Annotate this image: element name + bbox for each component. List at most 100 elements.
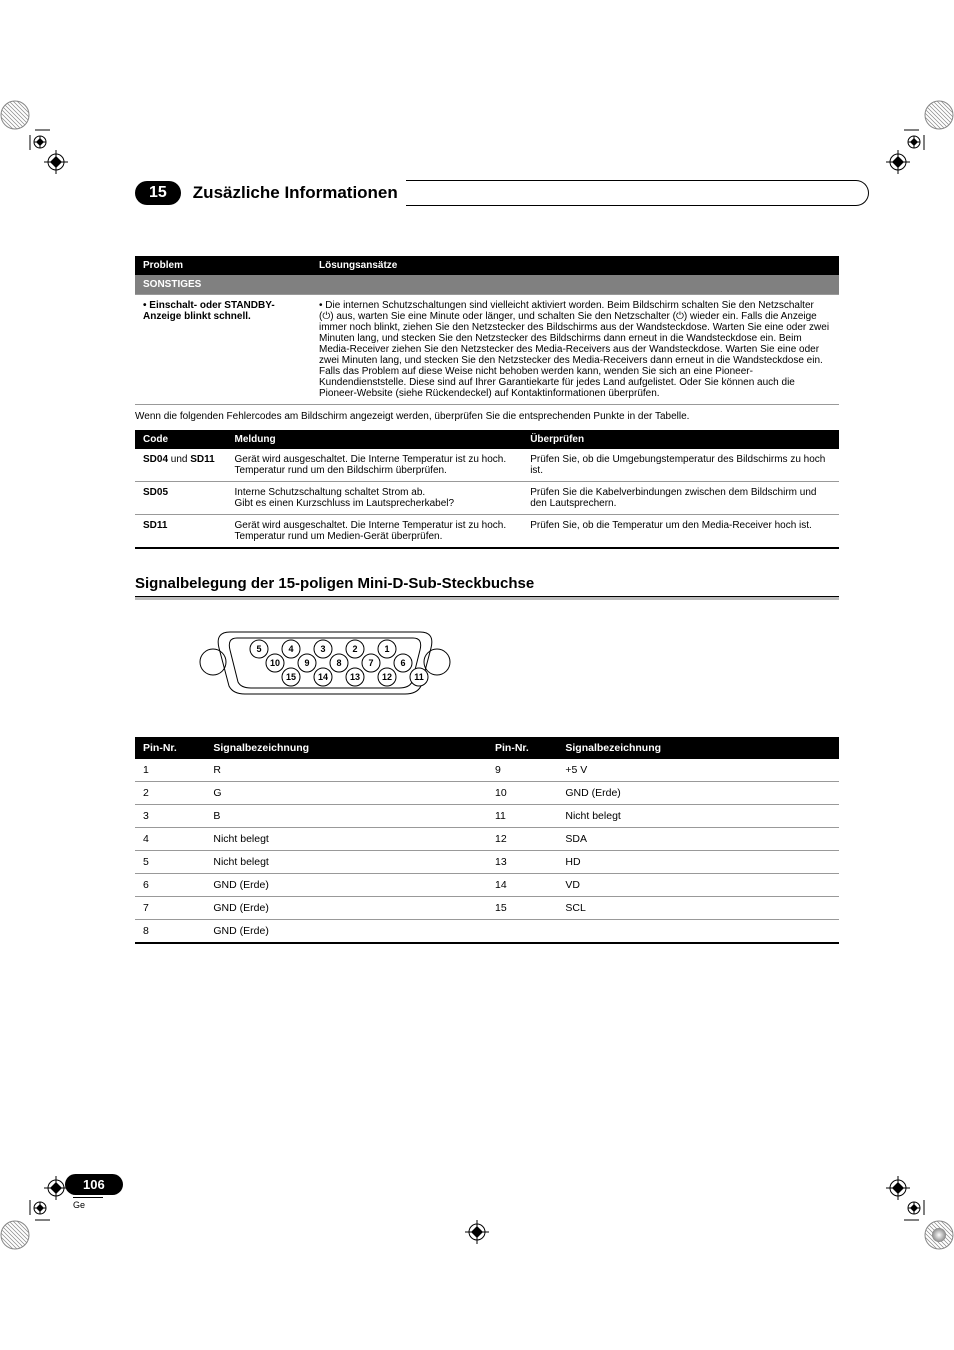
lang-code: Ge bbox=[73, 1197, 103, 1210]
code-cell: SD04 und SD11 bbox=[135, 449, 227, 482]
table-row: 2G10GND (Erde) bbox=[135, 782, 839, 805]
svg-text:11: 11 bbox=[414, 672, 424, 682]
connector-diagram: 5 4 3 2 1 10 9 8 7 6 15 14 13 12 11 bbox=[195, 620, 839, 709]
svg-text:2: 2 bbox=[352, 644, 357, 654]
reg-mark bbox=[886, 150, 910, 174]
chapter-number: 15 bbox=[135, 181, 181, 205]
chapter-header: 15 Zusäzliche Informationen bbox=[135, 180, 869, 206]
signal-cell: Nicht belegt bbox=[205, 828, 487, 851]
pin-cell: 8 bbox=[135, 920, 205, 944]
table-row: 4Nicht belegt12SDA bbox=[135, 828, 839, 851]
msg-cell: Gerät wird ausgeschaltet. Die Interne Te… bbox=[227, 515, 523, 549]
crop-mark-bl bbox=[0, 1200, 50, 1250]
reg-mark bbox=[886, 1176, 910, 1200]
svg-text:14: 14 bbox=[318, 672, 328, 682]
table-row: SD11Gerät wird ausgeschaltet. Die Intern… bbox=[135, 515, 839, 549]
table-row: • Einschalt- oder STANDBY-Anzeige blinkt… bbox=[135, 295, 839, 405]
signal-cell: Nicht belegt bbox=[205, 851, 487, 874]
signal-cell: +5 V bbox=[557, 759, 839, 782]
th-msg: Meldung bbox=[227, 430, 523, 449]
crop-mark-tl bbox=[0, 100, 50, 150]
pin-cell: 5 bbox=[135, 851, 205, 874]
th-solution: Lösungsansätze bbox=[311, 256, 839, 275]
table-row: 7GND (Erde)15SCL bbox=[135, 897, 839, 920]
crop-mark-br bbox=[904, 1200, 954, 1250]
table-row: SD04 und SD11Gerät wird ausgeschaltet. D… bbox=[135, 449, 839, 482]
svg-text:5: 5 bbox=[256, 644, 261, 654]
signal-cell: VD bbox=[557, 874, 839, 897]
code-cell: SD11 bbox=[135, 515, 227, 549]
crop-mark-tr bbox=[904, 100, 954, 150]
pin-cell: 14 bbox=[487, 874, 557, 897]
signal-cell: G bbox=[205, 782, 487, 805]
svg-text:10: 10 bbox=[270, 658, 280, 668]
table-row: SD05Interne Schutzschaltung schaltet Str… bbox=[135, 482, 839, 515]
signal-cell: SDA bbox=[557, 828, 839, 851]
svg-text:3: 3 bbox=[320, 644, 325, 654]
signal-cell: GND (Erde) bbox=[557, 782, 839, 805]
pin-cell: 2 bbox=[135, 782, 205, 805]
pin-cell: 9 bbox=[487, 759, 557, 782]
signal-cell: GND (Erde) bbox=[205, 897, 487, 920]
note-text: Wenn die folgenden Fehlercodes am Bildsc… bbox=[135, 411, 839, 422]
table-row: 3B11Nicht belegt bbox=[135, 805, 839, 828]
pin-cell: 7 bbox=[135, 897, 205, 920]
pin-table: Pin-Nr. Signalbezeichnung Pin-Nr. Signal… bbox=[135, 737, 839, 944]
th-pin-r: Pin-Nr. bbox=[487, 737, 557, 759]
svg-text:6: 6 bbox=[400, 658, 405, 668]
pin-cell: 11 bbox=[487, 805, 557, 828]
th-code: Code bbox=[135, 430, 227, 449]
svg-text:4: 4 bbox=[288, 644, 293, 654]
check-cell: Prüfen Sie, ob die Umgebungstemperatur d… bbox=[522, 449, 839, 482]
svg-text:7: 7 bbox=[368, 658, 373, 668]
svg-text:15: 15 bbox=[286, 672, 296, 682]
th-check: Überprüfen bbox=[522, 430, 839, 449]
pin-cell: 3 bbox=[135, 805, 205, 828]
pin-cell: 1 bbox=[135, 759, 205, 782]
table-row: 6GND (Erde)14VD bbox=[135, 874, 839, 897]
signal-cell: B bbox=[205, 805, 487, 828]
msg-cell: Gerät wird ausgeschaltet. Die Interne Te… bbox=[227, 449, 523, 482]
table-row: 8GND (Erde) bbox=[135, 920, 839, 944]
signal-cell: SCL bbox=[557, 897, 839, 920]
problem-cell: • Einschalt- oder STANDBY-Anzeige blinkt… bbox=[135, 295, 311, 405]
subheader: SONSTIGES bbox=[135, 275, 839, 295]
section-rule bbox=[135, 596, 839, 600]
signal-cell: Nicht belegt bbox=[557, 805, 839, 828]
th-sig-l: Signalbezeichnung bbox=[205, 737, 487, 759]
troubleshoot-table: Problem Lösungsansätze SONSTIGES • Einsc… bbox=[135, 256, 839, 405]
table-row: 1R9+5 V bbox=[135, 759, 839, 782]
svg-text:1: 1 bbox=[384, 644, 389, 654]
pin-cell: 4 bbox=[135, 828, 205, 851]
pin-cell bbox=[487, 920, 557, 944]
th-problem: Problem bbox=[135, 256, 311, 275]
signal-cell bbox=[557, 920, 839, 944]
signal-cell: HD bbox=[557, 851, 839, 874]
page-footer: 106 Ge bbox=[65, 1174, 123, 1210]
page-number: 106 bbox=[65, 1174, 123, 1195]
code-cell: SD05 bbox=[135, 482, 227, 515]
pin-cell: 15 bbox=[487, 897, 557, 920]
check-cell: Prüfen Sie, ob die Temperatur um den Med… bbox=[522, 515, 839, 549]
svg-text:9: 9 bbox=[304, 658, 309, 668]
svg-text:12: 12 bbox=[382, 672, 392, 682]
svg-text:8: 8 bbox=[336, 658, 341, 668]
chapter-rule bbox=[406, 180, 869, 206]
chapter-title: Zusäzliche Informationen bbox=[193, 183, 398, 203]
signal-cell: GND (Erde) bbox=[205, 920, 487, 944]
section-title: Signalbelegung der 15-poligen Mini-D-Sub… bbox=[135, 575, 839, 592]
signal-cell: R bbox=[205, 759, 487, 782]
signal-cell: GND (Erde) bbox=[205, 874, 487, 897]
svg-text:13: 13 bbox=[350, 672, 360, 682]
check-cell: Prüfen Sie die Kabelverbindungen zwische… bbox=[522, 482, 839, 515]
msg-cell: Interne Schutzschaltung schaltet Strom a… bbox=[227, 482, 523, 515]
table-row: 5Nicht belegt13HD bbox=[135, 851, 839, 874]
pin-cell: 13 bbox=[487, 851, 557, 874]
reg-mark bbox=[44, 150, 68, 174]
th-pin-l: Pin-Nr. bbox=[135, 737, 205, 759]
reg-mark bbox=[465, 1220, 489, 1244]
pin-cell: 12 bbox=[487, 828, 557, 851]
pin-cell: 10 bbox=[487, 782, 557, 805]
error-code-table: Code Meldung Überprüfen SD04 und SD11Ger… bbox=[135, 430, 839, 549]
pin-cell: 6 bbox=[135, 874, 205, 897]
